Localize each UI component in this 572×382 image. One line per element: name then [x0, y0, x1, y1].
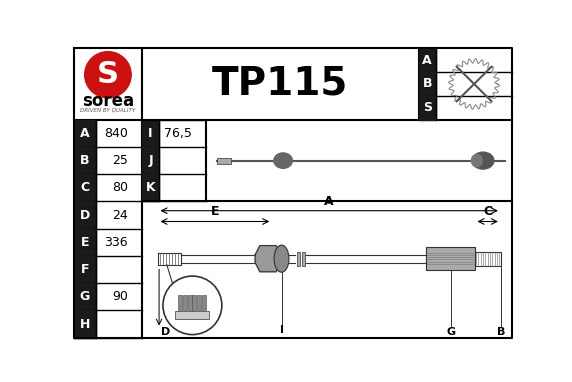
- Text: S: S: [97, 60, 119, 89]
- FancyBboxPatch shape: [176, 311, 209, 319]
- Text: C: C: [483, 206, 492, 219]
- Text: DRIVEN BY QUALITY: DRIVEN BY QUALITY: [80, 108, 136, 113]
- Polygon shape: [74, 311, 96, 338]
- Text: 24: 24: [112, 209, 128, 222]
- Text: B: B: [496, 327, 505, 337]
- FancyBboxPatch shape: [192, 295, 196, 310]
- Circle shape: [85, 52, 131, 98]
- Polygon shape: [74, 229, 96, 256]
- Text: D: D: [161, 327, 170, 337]
- Text: E: E: [81, 236, 89, 249]
- Ellipse shape: [274, 245, 289, 272]
- FancyBboxPatch shape: [426, 247, 475, 270]
- FancyBboxPatch shape: [178, 295, 182, 310]
- Polygon shape: [74, 256, 96, 283]
- Polygon shape: [74, 120, 96, 147]
- Polygon shape: [74, 174, 96, 201]
- Polygon shape: [74, 201, 96, 229]
- Text: 840: 840: [104, 127, 128, 140]
- FancyBboxPatch shape: [197, 295, 201, 310]
- Text: A: A: [422, 53, 432, 66]
- Text: J: J: [148, 154, 153, 167]
- Polygon shape: [419, 72, 436, 96]
- Text: TP115: TP115: [212, 65, 348, 103]
- FancyBboxPatch shape: [301, 252, 305, 265]
- Text: B: B: [80, 154, 89, 167]
- Text: D: D: [80, 209, 90, 222]
- Text: sorea: sorea: [82, 92, 134, 110]
- Text: G: G: [80, 290, 90, 303]
- Polygon shape: [74, 147, 96, 174]
- FancyBboxPatch shape: [297, 252, 300, 265]
- Text: K: K: [146, 181, 156, 194]
- Text: S: S: [423, 101, 432, 114]
- Text: A: A: [80, 127, 89, 140]
- FancyBboxPatch shape: [183, 295, 187, 310]
- Text: 336: 336: [105, 236, 128, 249]
- Polygon shape: [142, 120, 159, 147]
- Text: 25: 25: [112, 154, 128, 167]
- Ellipse shape: [472, 152, 494, 169]
- Text: 90: 90: [112, 290, 128, 303]
- Polygon shape: [74, 283, 96, 311]
- FancyBboxPatch shape: [188, 295, 192, 310]
- Text: C: C: [80, 181, 89, 194]
- Polygon shape: [142, 174, 159, 201]
- Text: A: A: [324, 195, 334, 208]
- Text: I: I: [148, 127, 153, 140]
- Text: B: B: [423, 78, 432, 91]
- Text: I: I: [280, 325, 284, 335]
- Text: 76,5: 76,5: [164, 127, 192, 140]
- Polygon shape: [142, 147, 159, 174]
- Text: 80: 80: [112, 181, 128, 194]
- Text: G: G: [447, 327, 456, 337]
- FancyBboxPatch shape: [217, 157, 231, 164]
- Polygon shape: [255, 246, 281, 272]
- Text: E: E: [210, 206, 219, 219]
- Ellipse shape: [471, 154, 482, 167]
- Text: H: H: [80, 317, 90, 330]
- FancyBboxPatch shape: [202, 295, 205, 310]
- Circle shape: [163, 276, 222, 335]
- Polygon shape: [419, 48, 436, 72]
- Polygon shape: [419, 96, 436, 120]
- Ellipse shape: [274, 153, 292, 168]
- Text: F: F: [81, 263, 89, 276]
